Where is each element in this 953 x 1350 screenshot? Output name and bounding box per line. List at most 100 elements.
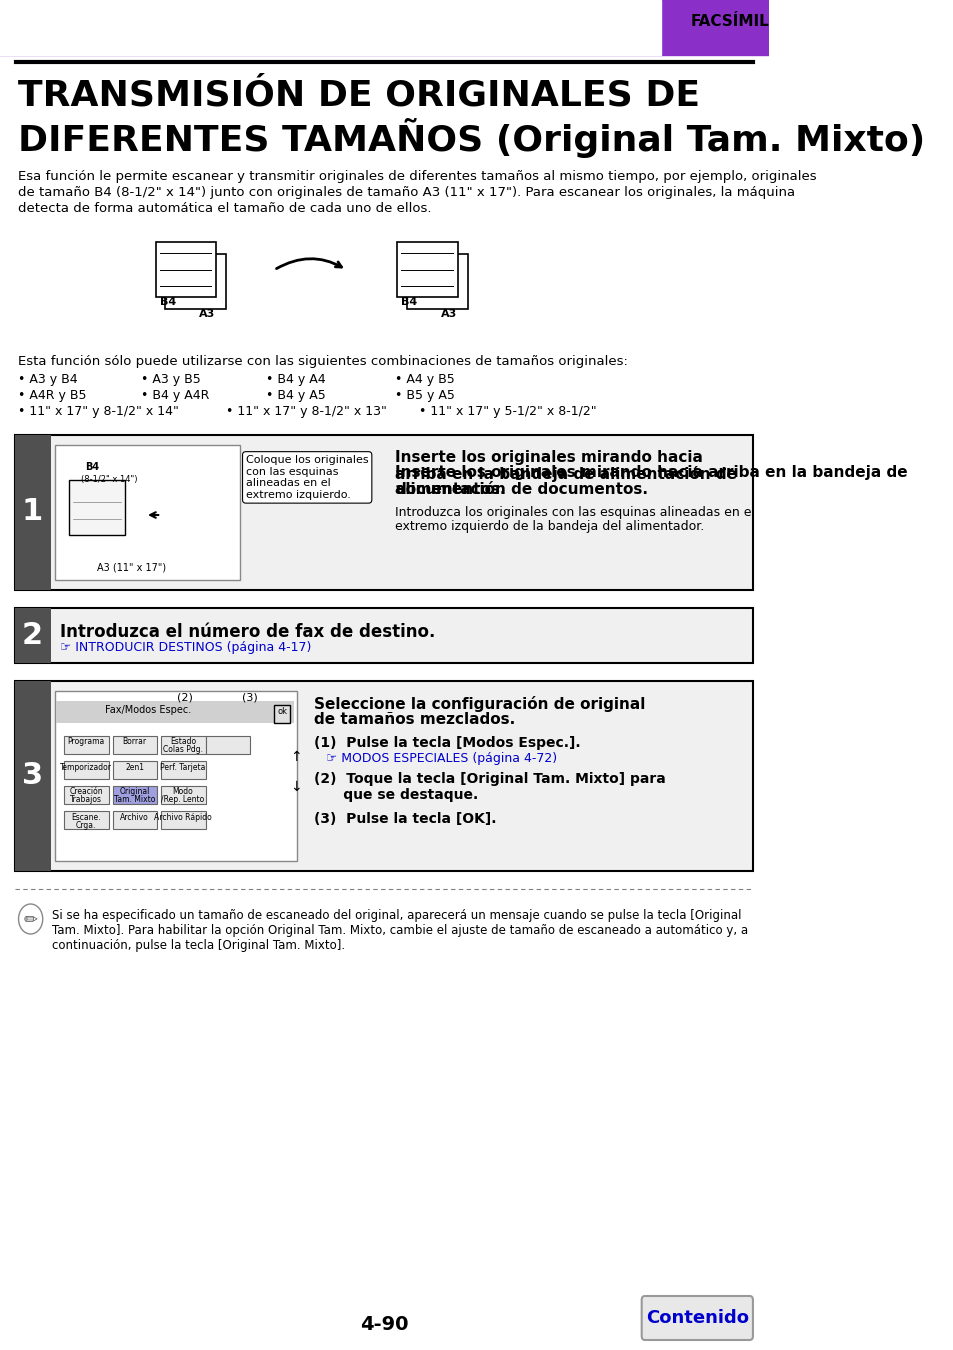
- Text: Temporizador: Temporizador: [60, 763, 112, 771]
- Bar: [14, 608, 752, 663]
- Text: Colas Pdg.: Colas Pdg.: [163, 745, 203, 755]
- Text: (1)  Pulse la tecla [Modos Espec.].: (1) Pulse la tecla [Modos Espec.].: [314, 736, 580, 751]
- Circle shape: [18, 904, 43, 934]
- Text: (2): (2): [177, 693, 193, 703]
- Bar: [161, 786, 205, 805]
- Bar: [14, 608, 51, 663]
- FancyBboxPatch shape: [165, 254, 226, 309]
- Bar: [54, 691, 296, 861]
- Text: ↑: ↑: [290, 751, 301, 764]
- Text: • B4 y A4: • B4 y A4: [266, 373, 325, 386]
- Text: • 11" x 17" y 8-1/2" x 14": • 11" x 17" y 8-1/2" x 14": [18, 405, 178, 418]
- Text: 1: 1: [22, 498, 43, 526]
- Text: TRANSMISIÓN DE ORIGINALES DE: TRANSMISIÓN DE ORIGINALES DE: [18, 78, 700, 112]
- Text: documentos.: documentos.: [395, 482, 505, 497]
- Text: A3 (11" x 17"): A3 (11" x 17"): [96, 562, 166, 572]
- FancyBboxPatch shape: [641, 1296, 752, 1341]
- Text: • A3 y B4: • A3 y B4: [18, 373, 77, 386]
- Bar: [65, 736, 109, 755]
- Text: Contenido: Contenido: [645, 1310, 748, 1327]
- Bar: [161, 736, 205, 755]
- Text: (2)  Toque la tecla [Original Tam. Mixto] para: (2) Toque la tecla [Original Tam. Mixto]…: [314, 772, 665, 786]
- Bar: [112, 786, 157, 805]
- Bar: [205, 736, 250, 755]
- Text: Escane.: Escane.: [71, 813, 101, 822]
- Text: FACSÍMIL: FACSÍMIL: [689, 15, 768, 30]
- Text: Programa: Programa: [68, 737, 105, 747]
- Text: Si se ha especificado un tamaño de escaneado del original, aparecerá un mensaje : Si se ha especificado un tamaño de escan…: [52, 909, 741, 922]
- Text: continuación, pulse la tecla [Original Tam. Mixto].: continuación, pulse la tecla [Original T…: [52, 940, 345, 952]
- Text: Archivo: Archivo: [120, 813, 149, 822]
- Text: Introduzca los originales con las esquinas alineadas en el: Introduzca los originales con las esquin…: [395, 506, 754, 518]
- Text: B4: B4: [85, 462, 99, 472]
- Text: Borrar: Borrar: [122, 737, 147, 747]
- Text: • B5 y A5: • B5 y A5: [395, 389, 455, 402]
- Bar: [56, 701, 294, 724]
- Text: A3: A3: [440, 309, 456, 319]
- Text: • 11" x 17" y 5-1/2" x 8-1/2": • 11" x 17" y 5-1/2" x 8-1/2": [418, 405, 597, 418]
- FancyBboxPatch shape: [155, 242, 215, 297]
- Text: Tam. Mixto: Tam. Mixto: [113, 795, 155, 805]
- Text: Perf. Tarjeta: Perf. Tarjeta: [160, 763, 206, 771]
- Text: Coloque los originales
con las esquinas
alineadas en el
extremo izquierdo.: Coloque los originales con las esquinas …: [246, 455, 368, 500]
- Bar: [54, 446, 240, 580]
- Bar: [112, 811, 157, 829]
- Text: Crga.: Crga.: [76, 821, 96, 829]
- Text: detecta de forma automática el tamaño de cada uno de ellos.: detecta de forma automática el tamaño de…: [18, 202, 431, 215]
- Text: • A4 y B5: • A4 y B5: [395, 373, 455, 386]
- Bar: [112, 736, 157, 755]
- Text: A3: A3: [199, 309, 215, 319]
- Bar: [0, 0, 768, 55]
- Text: Esa función le permite escanear y transmitir originales de diferentes tamaños al: Esa función le permite escanear y transm…: [18, 170, 816, 184]
- Text: 2: 2: [22, 621, 43, 649]
- Text: Inserte los originales mirando hacia: Inserte los originales mirando hacia: [395, 450, 702, 464]
- Text: • A3 y B5: • A3 y B5: [141, 373, 201, 386]
- Text: Modo: Modo: [172, 787, 193, 796]
- Text: de tamaños mezclados.: de tamaños mezclados.: [314, 711, 516, 728]
- Bar: [14, 680, 51, 871]
- Bar: [14, 435, 51, 590]
- Text: Introduzca el número de fax de destino.: Introduzca el número de fax de destino.: [60, 622, 436, 641]
- Bar: [69, 481, 125, 535]
- Bar: [274, 705, 290, 724]
- Text: B4: B4: [401, 297, 417, 306]
- Bar: [65, 811, 109, 829]
- Bar: [65, 761, 109, 779]
- Text: ✏: ✏: [24, 910, 37, 927]
- Text: 3: 3: [22, 761, 43, 791]
- Text: ☞ MODOS ESPECIALES (página 4-72): ☞ MODOS ESPECIALES (página 4-72): [326, 752, 557, 765]
- Text: Fax/Modos Espec.: Fax/Modos Espec.: [105, 705, 191, 716]
- Text: arriba en la bandeja de alimentación de: arriba en la bandeja de alimentación de: [395, 466, 737, 482]
- Bar: [161, 811, 205, 829]
- Text: • A4R y B5: • A4R y B5: [18, 389, 86, 402]
- Text: Archivo Rápido: Archivo Rápido: [154, 813, 212, 822]
- Text: B4: B4: [159, 297, 175, 306]
- Text: que se destaque.: que se destaque.: [314, 788, 478, 802]
- Text: Esta función sólo puede utilizarse con las siguientes combinaciones de tamaños o: Esta función sólo puede utilizarse con l…: [18, 355, 627, 369]
- Bar: [65, 786, 109, 805]
- Text: de tamaño B4 (8-1/2" x 14") junto con originales de tamaño A3 (11" x 17"). Para : de tamaño B4 (8-1/2" x 14") junto con or…: [18, 186, 794, 198]
- Text: • B4 y A4R: • B4 y A4R: [141, 389, 210, 402]
- Text: (8-1/2" x 14"): (8-1/2" x 14"): [81, 475, 137, 485]
- Text: extremo izquierdo de la bandeja del alimentador.: extremo izquierdo de la bandeja del alim…: [395, 520, 703, 533]
- Text: 2en1: 2en1: [125, 763, 144, 771]
- FancyBboxPatch shape: [397, 242, 457, 297]
- Text: /Rep. Lento: /Rep. Lento: [161, 795, 204, 805]
- Text: (3): (3): [242, 693, 257, 703]
- Bar: [0, 0, 660, 55]
- Text: 4-90: 4-90: [360, 1315, 408, 1334]
- Text: Estado: Estado: [170, 737, 196, 747]
- Text: ☞ INTRODUCIR DESTINOS (página 4-17): ☞ INTRODUCIR DESTINOS (página 4-17): [60, 641, 312, 653]
- Text: (3)  Pulse la tecla [OK].: (3) Pulse la tecla [OK].: [314, 811, 497, 826]
- Text: Original: Original: [119, 787, 150, 796]
- Bar: [14, 680, 752, 871]
- FancyBboxPatch shape: [407, 254, 467, 309]
- Text: Trabajos: Trabajos: [71, 795, 102, 805]
- Text: Creación: Creación: [70, 787, 103, 796]
- Text: • 11" x 17" y 8-1/2" x 13": • 11" x 17" y 8-1/2" x 13": [226, 405, 386, 418]
- Text: • B4 y A5: • B4 y A5: [266, 389, 325, 402]
- Text: Inserte los originales mirando hacia arriba en la bandeja de alimentación de doc: Inserte los originales mirando hacia arr…: [395, 464, 906, 497]
- Text: Tam. Mixto]. Para habilitar la opción Original Tam. Mixto, cambie el ajuste de t: Tam. Mixto]. Para habilitar la opción Or…: [52, 923, 748, 937]
- Text: DIFERENTES TAMAÑOS (Original Tam. Mixto): DIFERENTES TAMAÑOS (Original Tam. Mixto): [18, 117, 924, 158]
- Text: ↓: ↓: [290, 780, 301, 794]
